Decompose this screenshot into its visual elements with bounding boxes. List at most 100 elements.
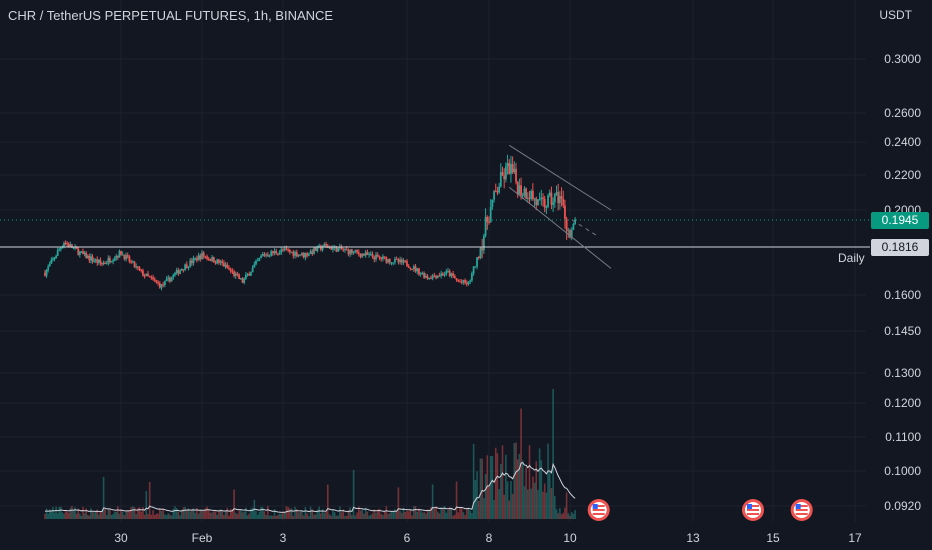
volume-bar [88,515,91,519]
volume-bar [527,489,529,519]
candle-body [424,275,427,278]
candle-body [550,192,553,205]
volume-bar [243,511,245,519]
volume-bar [532,476,534,519]
volume-bar [162,508,164,519]
candle-body [452,273,455,277]
volume-bar [67,512,70,519]
candle-body [311,251,314,254]
volume-bar [105,515,108,519]
volume-bar [455,481,458,519]
candle-body [440,273,443,276]
volume-bar [246,515,249,519]
candle-body [265,254,268,256]
candle-body [416,268,419,272]
candle-body [158,283,161,288]
price-tick-label: 0.0920 [884,499,921,513]
candle-body [55,255,57,259]
volume-bar [368,515,370,519]
volume-bar [202,510,205,519]
time-axis[interactable]: 30 Feb 3 6 8 10 13 15 17 [114,531,862,545]
candle-body [400,259,403,263]
volume-bar [301,510,303,519]
event-markers[interactable] [587,499,813,521]
volume-bar [167,513,170,519]
candle-body [319,245,322,250]
candle-body [481,248,484,251]
price-tick-label: 0.1450 [884,324,921,338]
volume-bar [447,510,449,519]
volume-bar [109,508,111,519]
volume-bar [91,512,94,519]
channel-lower-line[interactable] [508,186,612,269]
candle-body [133,261,136,267]
candle-body [263,254,266,256]
time-tick-label: 3 [280,531,287,545]
candle-body [383,256,386,258]
volume-bar [538,448,541,519]
candle-body [131,261,134,263]
volume-bar [314,514,317,519]
price-tick-label: 0.3000 [884,52,921,66]
volume-bar [295,509,298,519]
candle-body [457,280,460,282]
volume-bar [238,510,240,519]
volume-bar [61,512,64,519]
candle-body [204,256,207,258]
candle-body [545,206,548,208]
candle-body [44,272,46,276]
volume-bar [206,506,208,519]
candle-body [182,269,185,271]
volume-bar [233,489,235,519]
volume-bar [211,512,213,519]
volume-bar [224,510,227,519]
candle-body [169,277,171,282]
volume-bar [555,509,558,519]
volume-bar [285,506,288,519]
volume-bar [263,511,266,519]
volume-bar [513,443,516,519]
candle-body [142,270,144,276]
volume-bar [260,506,262,519]
volume-bar [283,512,286,519]
candle-body [228,268,230,270]
candle-body [160,284,163,288]
time-tick-label: 30 [114,531,128,545]
volume-bar [117,506,119,519]
volume-bar [96,509,99,519]
volume-bar [216,514,218,519]
us-flag-icon[interactable] [587,499,610,521]
volume-bar [465,509,468,519]
candle-body [212,257,215,263]
candle-body [488,221,490,223]
volume-bar [44,513,46,519]
volume-bar [251,507,254,519]
us-flag-icon[interactable] [742,499,764,521]
volume-bar [376,509,379,519]
volume-bar [380,513,382,519]
volume-bar [115,512,118,519]
candle-body [48,263,51,267]
candle-body [494,191,497,193]
channel-upper-line[interactable] [508,144,612,211]
candle-body [515,168,517,182]
candle-body [438,275,441,277]
candle-body [135,266,138,268]
candle-body [309,251,312,254]
projection-line [571,219,599,238]
candle-body [136,266,139,268]
volume-bar [469,510,472,519]
candle-body [402,260,405,263]
candle-body [462,280,465,283]
volume-bar [361,509,364,519]
volume-bar [430,506,432,519]
volume-bar [248,513,251,519]
price-scale[interactable]: 0.30000.26000.24000.22000.20000.16000.14… [884,52,921,513]
candle-body [248,274,251,276]
candle-body [528,197,531,199]
us-flag-icon[interactable] [790,499,813,521]
volume-bar [85,508,87,519]
candle-body [99,259,102,263]
candle-body [328,247,331,249]
